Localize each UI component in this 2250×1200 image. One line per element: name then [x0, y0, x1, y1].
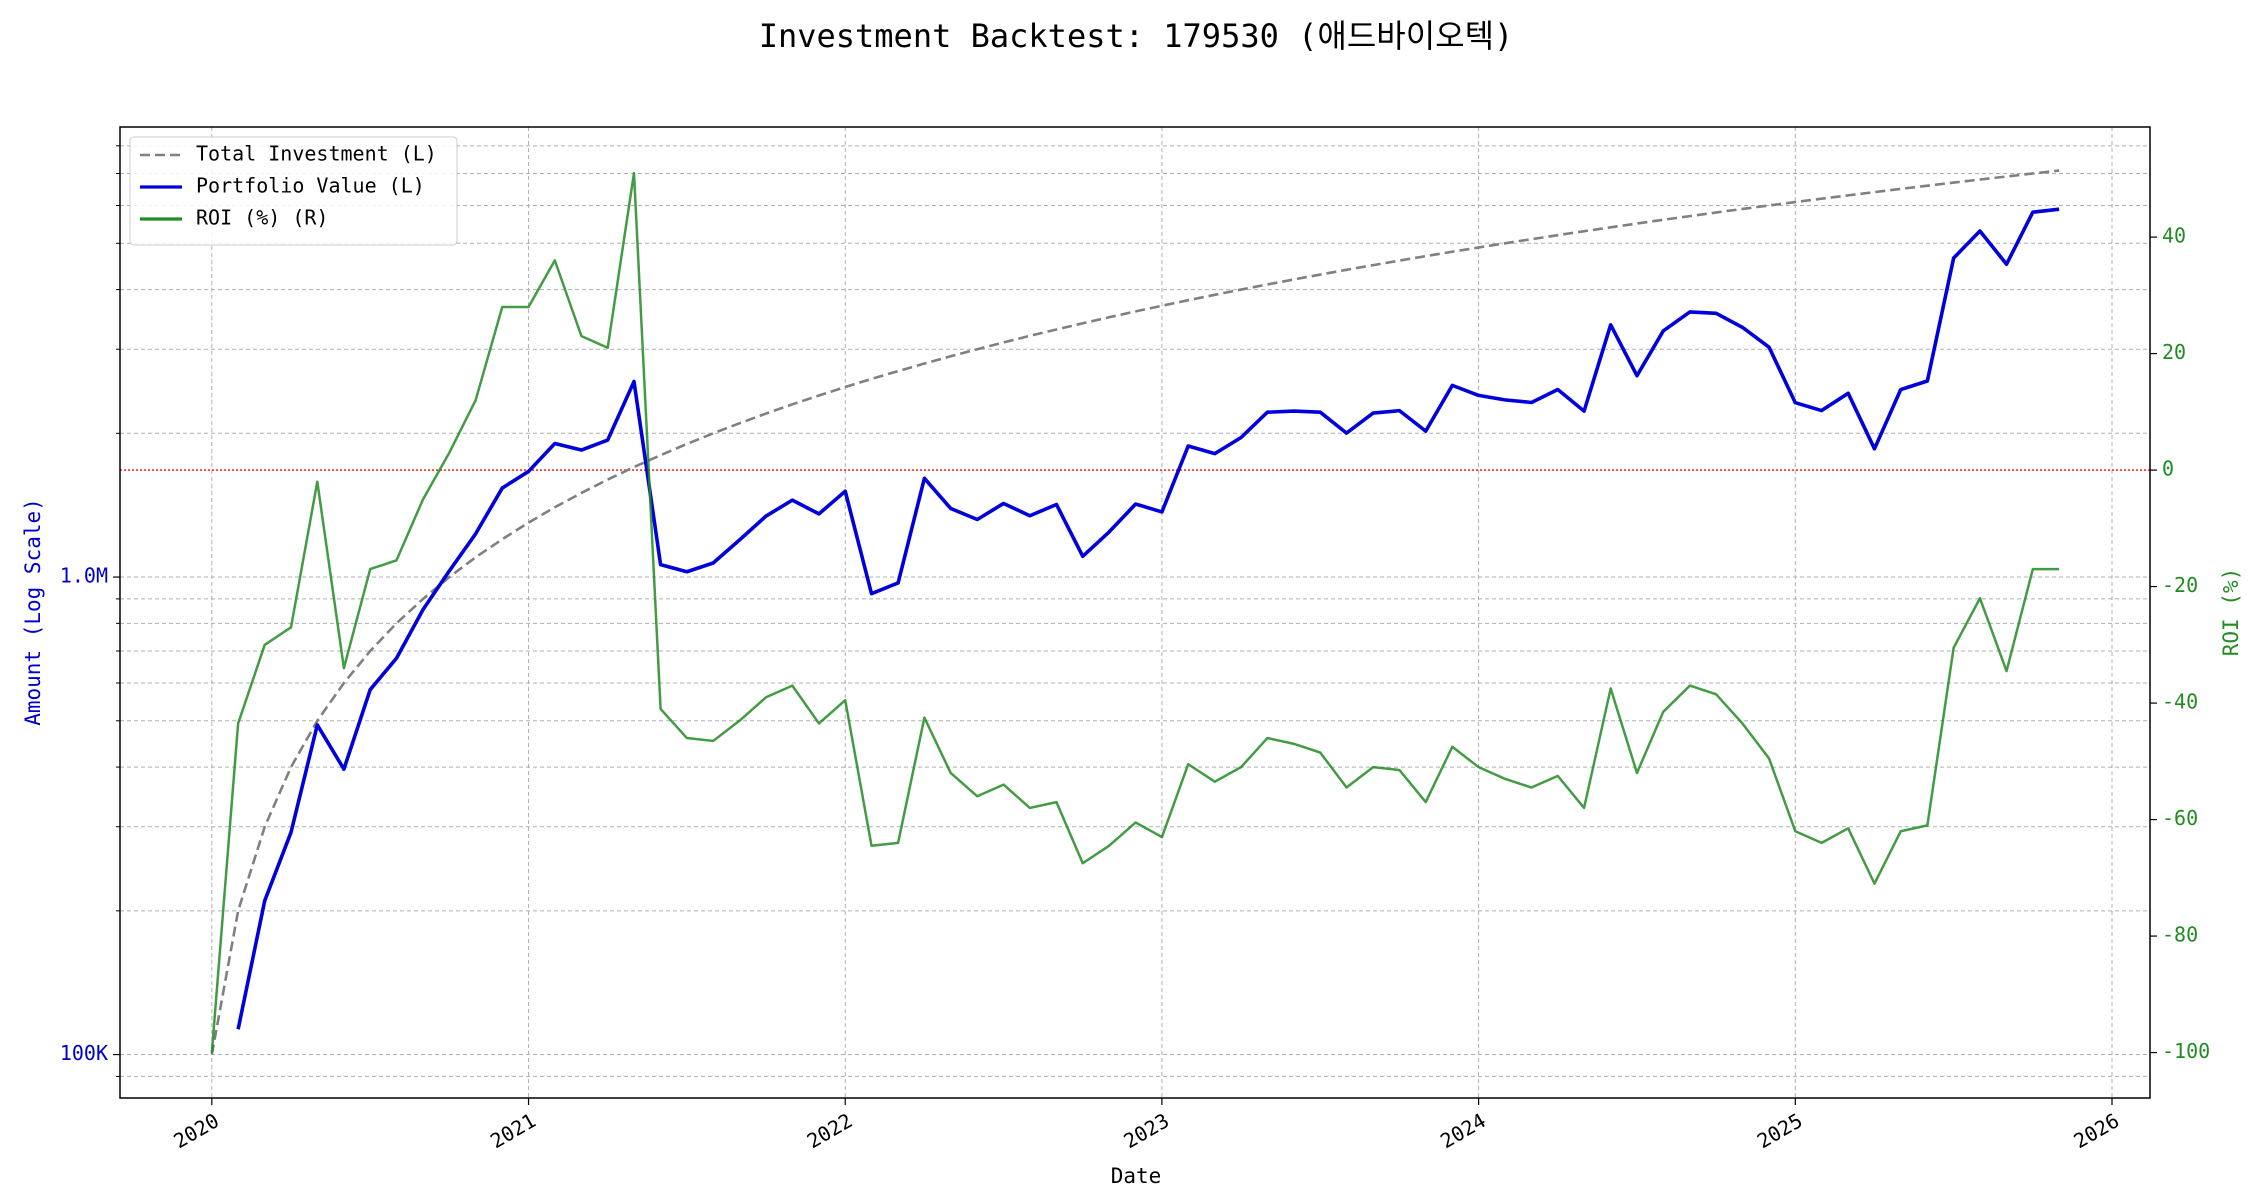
series-line — [210, 169, 2060, 1055]
x-tick-label: 2026 — [2070, 1108, 2124, 1153]
y2-axis-label: ROI (%) — [2219, 568, 2243, 657]
y-tick-label: 1.0M — [60, 564, 108, 588]
x-tick-label: 2021 — [486, 1108, 540, 1153]
x-tick-label: 2022 — [803, 1108, 857, 1153]
y2-tick-label: -20 — [2162, 573, 2198, 597]
y2-tick-label: -40 — [2162, 690, 2198, 714]
y2-tick-label: 20 — [2162, 340, 2186, 364]
y2-tick-label: 40 — [2162, 224, 2186, 248]
legend-label: Total Investment (L) — [196, 142, 437, 166]
y-tick-label: 100K — [60, 1041, 108, 1065]
y2-tick-label: -80 — [2162, 923, 2198, 947]
y-axis-label: Amount (Log Scale) — [21, 498, 45, 726]
y2-tick-label: -100 — [2162, 1039, 2210, 1063]
x-tick-label: 2025 — [1753, 1108, 1807, 1153]
x-tick-label: 2020 — [169, 1108, 223, 1153]
series-line — [236, 207, 2060, 1030]
legend-label: ROI (%) (R) — [196, 206, 328, 230]
series-line — [210, 171, 2060, 1053]
y2-tick-label: -60 — [2162, 806, 2198, 830]
plot-frame — [119, 126, 2151, 1099]
chart-title: Investment Backtest: 179530 (애드바이오텍) — [759, 17, 1514, 55]
legend-box — [129, 136, 458, 246]
x-axis-label: Date — [1111, 1164, 1162, 1188]
x-tick-label: 2024 — [1436, 1108, 1490, 1153]
x-tick-label: 2023 — [1119, 1108, 1173, 1153]
y2-tick-label: 0 — [2162, 457, 2174, 481]
legend-label: Portfolio Value (L) — [196, 174, 425, 198]
